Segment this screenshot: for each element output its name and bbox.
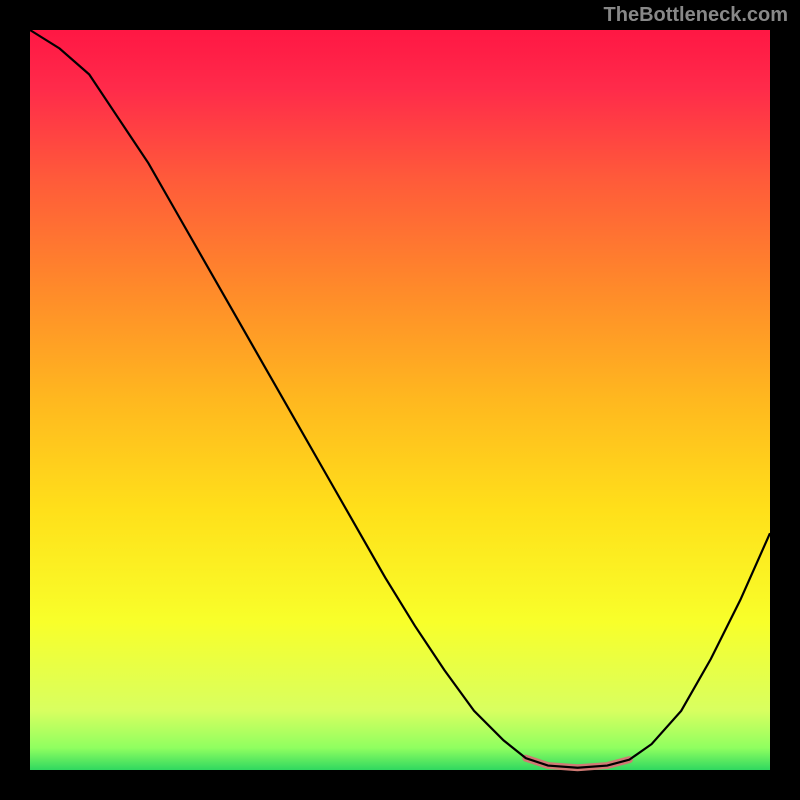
border-right <box>770 0 800 800</box>
border-bottom <box>0 770 800 800</box>
bottleneck-chart <box>0 0 800 800</box>
chart-container: TheBottleneck.com <box>0 0 800 800</box>
chart-background <box>30 30 770 770</box>
watermark-text: TheBottleneck.com <box>604 4 788 27</box>
border-left <box>0 0 30 800</box>
